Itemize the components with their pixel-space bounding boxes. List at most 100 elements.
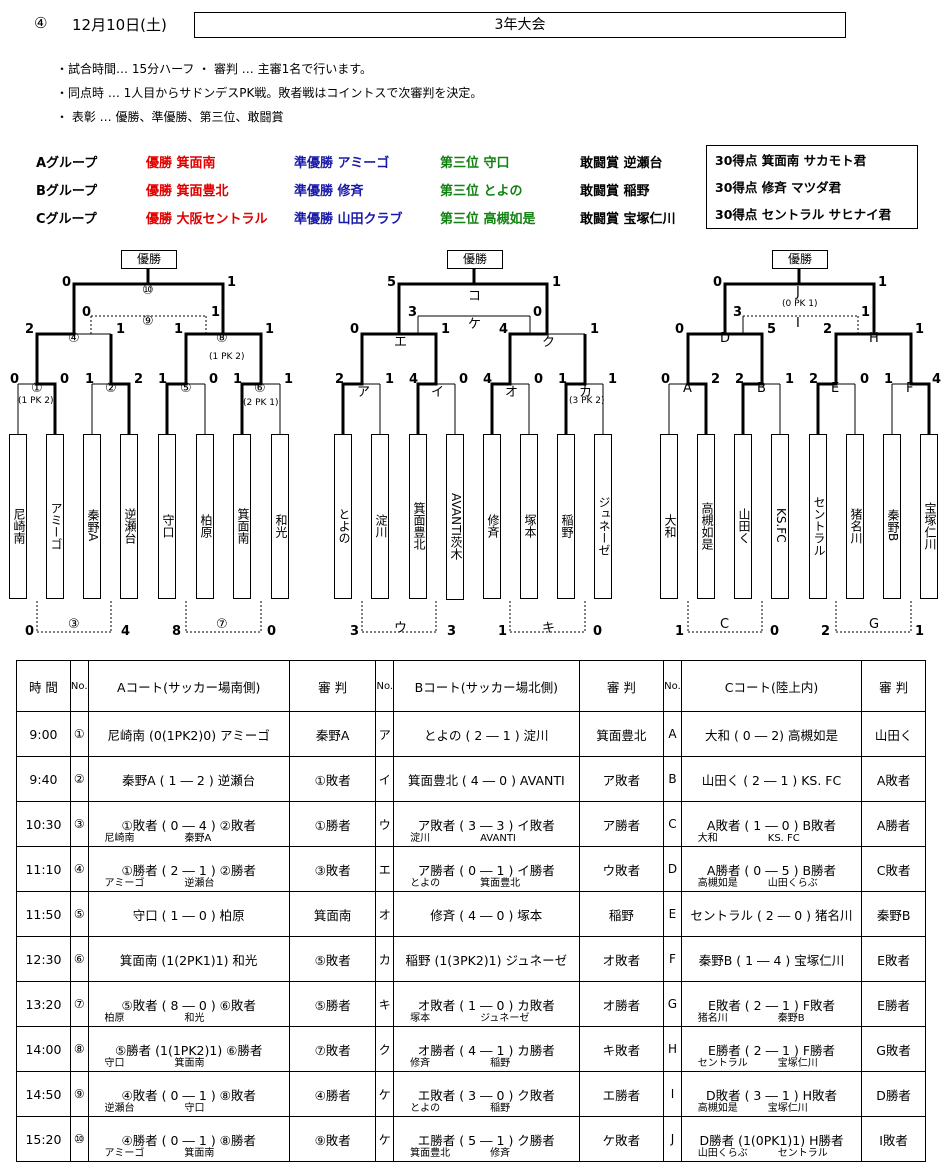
match-marker: イ (431, 385, 445, 400)
note-awards: ・ 表彰 … 優勝、準優勝、第三位、敢闘賞 (56, 110, 284, 124)
match-no-cell: ⑩ (69, 1116, 89, 1162)
match-text: セントラル ( 2 ― 0 ) 猪名川 (690, 907, 853, 923)
team-box: 守口 (158, 434, 176, 599)
match-cell: 修斉 ( 4 ― 0 ) 塚本 (393, 891, 580, 937)
group-a-champion: 優勝 箕面南 (146, 156, 216, 171)
match-no-cell: C (663, 801, 682, 847)
time-cell: 13:20 (16, 981, 71, 1027)
header-no: No. (69, 660, 89, 712)
referee-cell: E敗者 (861, 936, 926, 982)
match-no-cell: ⑥ (69, 936, 89, 982)
match-team-names: 大和 KS. FC (697, 833, 800, 844)
match-marker: ③ (68, 617, 80, 632)
match-no-cell: ② (69, 756, 89, 802)
time-cell: 9:40 (16, 756, 71, 802)
match-marker: ⑩ (142, 283, 154, 298)
match-cell: ⑤勝者 (1(1PK2)1) ⑥勝者 守口 箕面南 (87, 1026, 290, 1072)
match-no-cell: ① (69, 711, 89, 757)
group-b-name: Bグループ (36, 184, 98, 199)
schedule-table: 時 間 No. Aコート(サッカー場南側) 審 判 No. Bコート(サッカー場… (16, 660, 926, 1162)
referee-cell: ④勝者 (288, 1071, 377, 1117)
match-cell: 秦野A ( 1 ― 2 ) 逆瀬台 (87, 756, 290, 802)
referee-cell: ⑤敗者 (288, 936, 377, 982)
match-cell: とよの ( 2 ― 1 ) 淀川 (393, 711, 580, 757)
top-scorer-box: 30得点 箕面南 サカモト君 30得点 修斉 マツダ君 30得点 セントラル サ… (706, 145, 918, 229)
referee-cell: ⑦敗者 (288, 1026, 377, 1072)
referee-cell: ⑤勝者 (288, 981, 377, 1027)
table-row: 15:20 ⑩ ④勝者 ( 0 ― 1 ) ⑧勝者 アミーゴ 箕面南 ⑨敗者ケエ勝者 (… (16, 1116, 926, 1162)
match-marker: ⑤ (180, 381, 192, 396)
match-no-cell: A (663, 711, 682, 757)
match-no-cell: ア (375, 711, 395, 757)
match-no-cell: ③ (69, 801, 89, 847)
match-marker: オ (505, 385, 519, 400)
match-no-cell: J (663, 1116, 682, 1162)
match-marker: ケ (468, 317, 482, 332)
team-box: セントラル (809, 434, 827, 599)
match-marker: I (796, 316, 800, 331)
referee-cell: ③敗者 (288, 846, 377, 892)
team-box: 淀川 (371, 434, 389, 599)
team-box: 柏原 (196, 434, 214, 599)
match-team-names: 箕面豊北 修斉 (410, 1148, 511, 1159)
match-text: 守口 ( 1 ― 0 ) 柏原 (132, 907, 245, 923)
match-marker: キ (542, 621, 556, 636)
match-no-cell: ケ (375, 1071, 395, 1117)
group-c-name: Cグループ (36, 212, 97, 227)
match-cell: 尼崎南 (0(1PK2)0) アミーゴ (87, 711, 290, 757)
pk-note: (0 PK 1) (782, 299, 818, 309)
table-row: 9:40 ② 秦野A ( 1 ― 2 ) 逆瀬台 ①敗者イ箕面豊北 ( 4 ― 0 )… (16, 756, 926, 802)
match-cell: 大和 ( 0 ― 2) 高槻如是 (680, 711, 863, 757)
header-ref-b: 審 判 (578, 660, 665, 712)
team-box: KS.FC (771, 434, 789, 599)
referee-cell: オ敗者 (578, 936, 665, 982)
match-no-cell: ⑧ (69, 1026, 89, 1072)
team-box: とよの (334, 434, 352, 599)
match-marker: ② (105, 381, 117, 396)
match-cell: 秦野B ( 1 ― 4 ) 宝塚仁川 (680, 936, 863, 982)
top-scorer-3: 30得点 セントラル サヒナイ君 (715, 207, 892, 222)
match-cell: E敗者 ( 2 ― 1 ) F敗者 猪名川 秦野B (680, 981, 863, 1027)
match-team-names: アミーゴ 逆瀬台 (104, 878, 215, 889)
match-cell: 箕面豊北 ( 4 ― 0 ) AVANTI (393, 756, 580, 802)
match-text: ⑤敗者 ( 8 ― 0 ) ⑥敗者 (121, 997, 256, 1013)
match-team-names: 淀川 AVANTI (410, 833, 516, 844)
bracket-lines (17, 266, 931, 633)
match-text: 秦野A ( 1 ― 2 ) 逆瀬台 (122, 772, 256, 788)
match-team-names: 守口 箕面南 (104, 1058, 205, 1069)
referee-cell: A敗者 (861, 756, 926, 802)
table-row: 13:20 ⑦ ⑤敗者 ( 8 ― 0 ) ⑥敗者 柏原 和光 ⑤勝者キオ敗者 ( 1 … (16, 981, 926, 1027)
match-cell: A敗者 ( 1 ― 0 ) B敗者 大和 KS. FC (680, 801, 863, 847)
table-row: 11:50 ⑤ 守口 ( 1 ― 0 ) 柏原 箕面南オ 修斉 ( 4 ― 0 ) 塚本… (16, 891, 926, 937)
referee-cell: 秦野B (861, 891, 926, 937)
team-box: 塚本 (520, 434, 538, 599)
referee-cell: A勝者 (861, 801, 926, 847)
table-row: 9:00 ① 尼崎南 (0(1PK2)0) アミーゴ 秦野A ア とよの ( 2 ― 1 … (16, 711, 926, 757)
match-text: ア勝者 ( 0 ― 1 ) イ勝者 (417, 862, 555, 878)
team-box: 逆瀬台 (120, 434, 138, 599)
event-date: 12月10日(土) (72, 16, 167, 34)
match-cell: オ敗者 ( 1 ― 0 ) カ敗者 塚本 ジュネーゼ (393, 981, 580, 1027)
match-team-names: アミーゴ 箕面南 (104, 1148, 215, 1159)
match-marker: F (906, 381, 914, 396)
match-cell: エ敗者 ( 3 ― 0 ) ク敗者 とよの 稲野 (393, 1071, 580, 1117)
time-cell: 14:50 (16, 1071, 71, 1117)
team-box: AVANTI茨木 (446, 434, 464, 600)
referee-cell: C敗者 (861, 846, 926, 892)
referee-cell: 稲野 (578, 891, 665, 937)
match-text: とよの ( 2 ― 1 ) 淀川 (424, 727, 549, 743)
referee-cell: D勝者 (861, 1071, 926, 1117)
table-row: 10:30 ③ ①敗者 ( 0 ― 4 ) ②敗者 尼崎南 秦野A ①勝者ウア敗者 ( … (16, 801, 926, 847)
time-cell: 14:00 (16, 1026, 71, 1072)
match-cell: E勝者 ( 2 ― 1 ) F勝者 セントラル 宝塚仁川 (680, 1026, 863, 1072)
schedule-header-row: 時 間 No. Aコート(サッカー場南側) 審 判 No. Bコート(サッカー場… (16, 660, 926, 712)
match-text: 山田く ( 2 ― 1 ) KS. FC (701, 772, 842, 788)
group-c-runner-up: 準優勝 山田クラブ (294, 212, 403, 227)
pk-note: (1 PK 2) (18, 396, 54, 406)
match-no-cell: E (663, 891, 682, 937)
match-text: 大和 ( 0 ― 2) 高槻如是 (704, 727, 838, 743)
match-cell: ア敗者 ( 3 ― 3 ) イ敗者 淀川 AVANTI (393, 801, 580, 847)
team-box: 箕面南 (233, 434, 251, 599)
match-no-cell: I (663, 1071, 682, 1117)
match-team-names: 塚本 ジュネーゼ (410, 1013, 530, 1024)
